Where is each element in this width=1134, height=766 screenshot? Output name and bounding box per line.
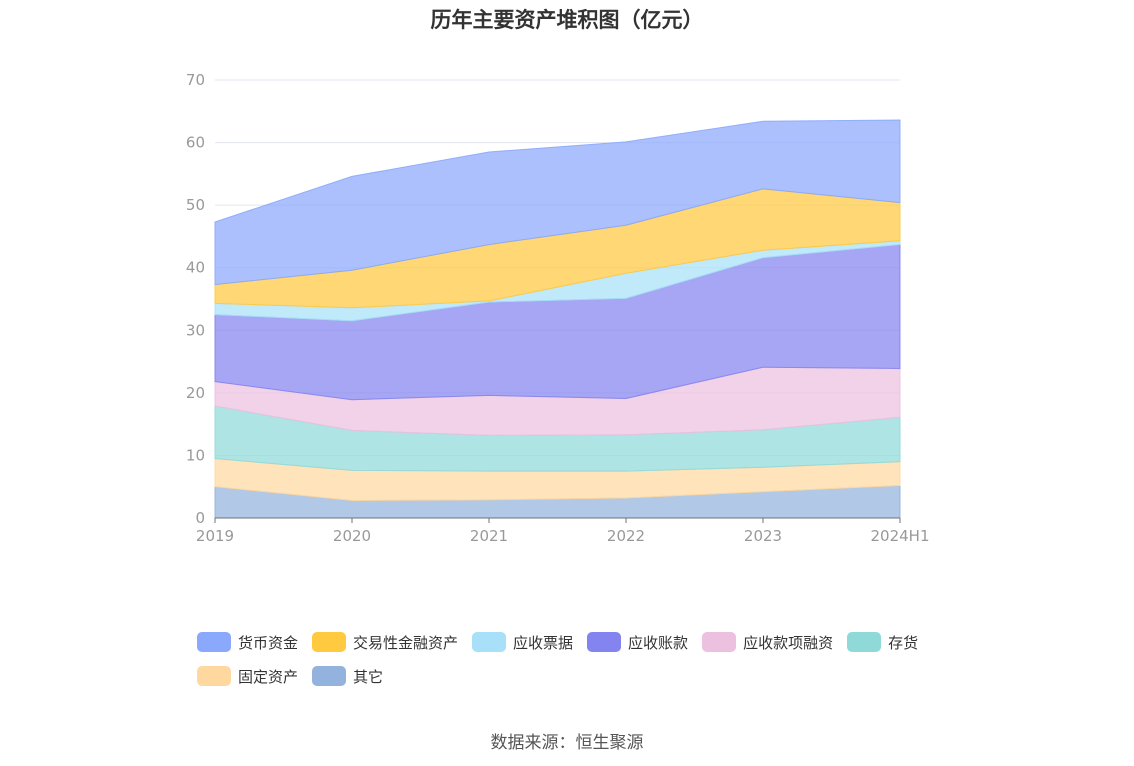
legend-swatch: [197, 666, 231, 686]
legend-item[interactable]: 其它: [312, 664, 383, 688]
legend-label: 应收账款: [628, 633, 689, 652]
data-source: 数据来源：恒生聚源: [490, 733, 644, 753]
legend-swatch: [312, 666, 347, 686]
legend-item[interactable]: 交易性金融资产: [312, 630, 458, 654]
legend-label: 应收款项融资: [743, 633, 834, 652]
x-tick-label: 2019: [196, 527, 234, 545]
legend-swatch: [702, 632, 737, 652]
legend-item[interactable]: 应收票据: [472, 630, 573, 654]
stacked-area-chart: 0 10 20 30 40 50 60 70 2019 2020 2021 2022 2023 2024H…: [186, 71, 930, 545]
area-series-7[interactable]: [214, 119, 901, 286]
legend-swatch: [847, 632, 882, 652]
y-tick-label: 40: [186, 259, 205, 277]
area-series: [214, 119, 901, 519]
axes: 0 10 20 30 40 50 60 70 2019 2020 2021 2022 2023 2024H…: [186, 71, 930, 545]
legend-swatch: [312, 632, 347, 652]
legend-label: 固定资产: [238, 667, 299, 686]
y-tick-label: 60: [186, 134, 205, 152]
legend-swatch: [197, 632, 231, 652]
legend-item[interactable]: 应收款项融资: [702, 630, 833, 654]
x-tick-label: 2024H1: [871, 527, 930, 545]
legend-swatch: [587, 632, 622, 652]
x-tick-label: 2020: [333, 527, 371, 545]
y-tick-label: 50: [186, 196, 205, 214]
y-tick-label: 10: [186, 446, 205, 464]
y-tick-label: 30: [186, 321, 205, 339]
legend-item[interactable]: 固定资产: [197, 664, 298, 688]
y-tick-label: 70: [186, 71, 205, 89]
legend-label: 其它: [353, 667, 384, 686]
legend-item[interactable]: 货币资金: [197, 630, 298, 654]
x-tick-label: 2023: [744, 527, 782, 545]
legend-item[interactable]: 存货: [847, 630, 918, 654]
x-tick-label: 2021: [470, 527, 508, 545]
chart-title: 历年主要资产堆积图（亿元）: [430, 8, 704, 32]
legend-label: 交易性金融资产: [353, 633, 459, 652]
legend-label: 存货: [888, 633, 919, 652]
legend: 货币资金 交易性金融资产 应收票据 应收账款 应收款项融资 存货固定资产 其它: [197, 630, 957, 698]
x-tick-label: 2022: [607, 527, 645, 545]
legend-item[interactable]: 应收账款: [587, 630, 688, 654]
legend-label: 货币资金: [238, 633, 299, 652]
legend-swatch: [472, 632, 507, 652]
legend-label: 应收票据: [513, 633, 574, 652]
y-tick-label: 0: [195, 509, 205, 527]
y-tick-label: 20: [186, 384, 205, 402]
